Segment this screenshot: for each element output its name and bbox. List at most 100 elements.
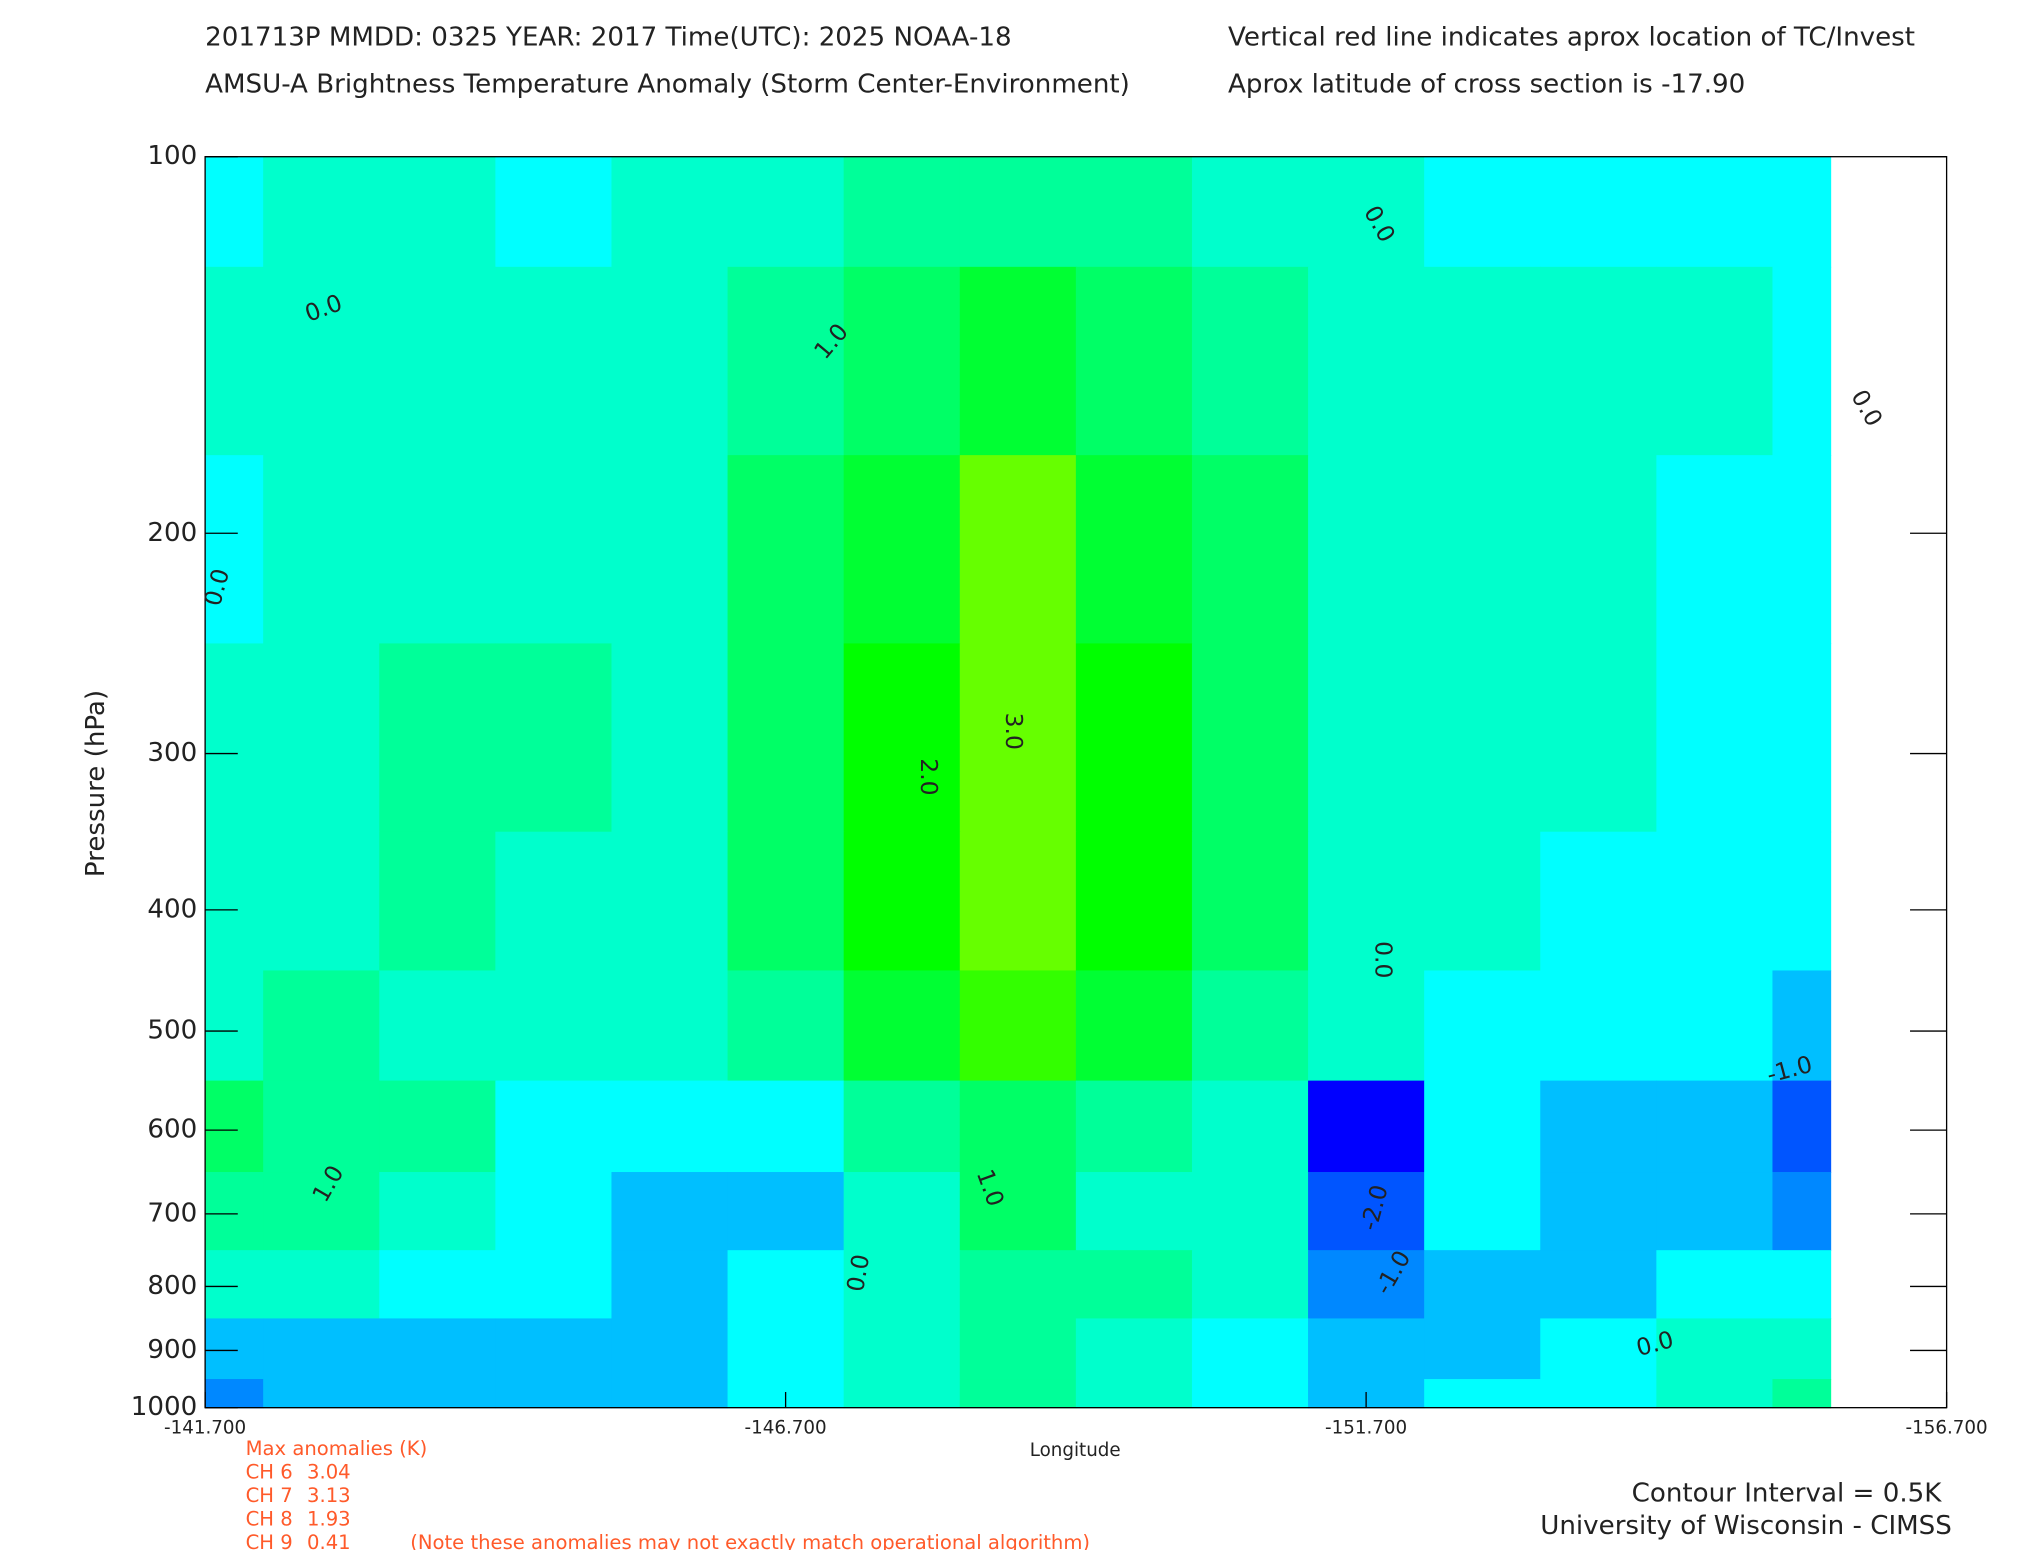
x-tick-label: -151.700	[1325, 1418, 1407, 1439]
field-cell	[1772, 1379, 1832, 1409]
field-cell	[1424, 1080, 1541, 1173]
field-cell	[263, 643, 380, 833]
field-cell	[1191, 156, 1309, 268]
field-cell	[1308, 1318, 1425, 1380]
x-tick-label: -156.700	[1906, 1418, 1988, 1439]
field-cell	[1772, 970, 1832, 1082]
field-cell	[263, 1080, 380, 1173]
channel-name: CH 7	[246, 1484, 293, 1507]
channel-value: 0.41	[307, 1531, 351, 1550]
field-cell	[379, 455, 497, 645]
title-line: 201713P MMDD: 0325 YEAR: 2017 Time(UTC):…	[205, 22, 1012, 52]
channel-name: CH 9	[246, 1531, 293, 1550]
field-cell	[205, 455, 264, 645]
field-cell	[1075, 970, 1193, 1082]
field-cell	[1075, 455, 1193, 645]
field-cell	[959, 1379, 1077, 1409]
field-cell	[1540, 156, 1658, 268]
field-cell	[727, 455, 845, 645]
y-tick-label: 1000	[131, 1392, 197, 1422]
field-cell	[1424, 1250, 1541, 1320]
field-cell	[843, 643, 961, 833]
field-cell	[495, 1172, 613, 1251]
field-cell	[843, 1250, 961, 1320]
field-cell	[379, 156, 497, 268]
field-cell	[1540, 266, 1658, 456]
field-cell	[1308, 643, 1425, 833]
field-cell	[1191, 1318, 1309, 1380]
field-cell	[495, 1080, 613, 1173]
field-cell	[1540, 1080, 1658, 1173]
y-tick-label: 300	[147, 738, 197, 768]
field-cell	[1075, 266, 1193, 456]
field-cell	[205, 266, 264, 456]
field-cell	[1191, 266, 1309, 456]
field-cell	[495, 1318, 613, 1380]
field-cell	[843, 1080, 961, 1173]
field-cell	[1772, 455, 1832, 645]
field-cell	[379, 1080, 497, 1173]
field-cell	[379, 643, 497, 833]
field-cell	[379, 266, 497, 456]
field-cell	[1540, 455, 1658, 645]
field-cell	[263, 266, 380, 456]
field-cell	[1308, 1080, 1425, 1173]
field-cell	[959, 1172, 1077, 1251]
field-cell	[1540, 1250, 1658, 1320]
field-cell	[379, 1250, 497, 1320]
field-cell	[1424, 1379, 1541, 1409]
field-cell	[1191, 831, 1309, 972]
field-cell	[1656, 1172, 1774, 1251]
field-cell	[1308, 831, 1425, 972]
channel-value: 1.93	[307, 1507, 351, 1530]
field-cell	[611, 1379, 729, 1409]
field-cell	[1075, 1379, 1193, 1409]
field-cell	[1772, 643, 1832, 833]
field-cell	[959, 1080, 1077, 1173]
contour-label: 0.0	[841, 1252, 875, 1294]
field-cell	[205, 831, 264, 972]
field-cell	[611, 831, 729, 972]
contour-label: 2.0	[915, 758, 943, 795]
field-cell	[1075, 1172, 1193, 1251]
field-cell	[611, 1250, 729, 1320]
field-cell	[1656, 455, 1774, 645]
field-cell	[959, 455, 1077, 645]
field-cell	[843, 1379, 961, 1409]
field-cell	[1656, 156, 1774, 268]
y-tick-label: 900	[147, 1335, 197, 1365]
field-cell	[1308, 970, 1425, 1082]
title-line: AMSU-A Brightness Temperature Anomaly (S…	[205, 69, 1130, 99]
y-tick-label: 200	[147, 518, 197, 548]
y-tick-label: 500	[147, 1016, 197, 1046]
field-cell	[1656, 1379, 1774, 1409]
field-cell	[959, 1318, 1077, 1380]
field-cell	[263, 1379, 380, 1409]
field-cell	[1191, 1250, 1309, 1320]
field-cell	[843, 831, 961, 972]
field-cell	[1656, 1080, 1774, 1173]
y-tick-label: 100	[147, 141, 197, 171]
field-cell	[727, 970, 845, 1082]
field-cell	[205, 1172, 264, 1251]
field-cell	[959, 266, 1077, 456]
field-cell	[1308, 156, 1425, 268]
field-cell	[727, 1318, 845, 1380]
field-cell	[727, 156, 845, 268]
field-cell	[205, 970, 264, 1082]
contour-label: 0.0	[1370, 941, 1398, 978]
field-cell	[1075, 831, 1193, 972]
field-cell	[611, 1318, 729, 1380]
field-cell	[1540, 1379, 1658, 1409]
field-cell	[843, 156, 961, 268]
field-cell	[1308, 455, 1425, 645]
field-cell	[1075, 1080, 1193, 1173]
credit: Contour Interval = 0.5K	[1632, 1478, 1943, 1508]
field	[205, 156, 1832, 1409]
field-cell	[379, 1379, 497, 1409]
channel-value: 3.13	[307, 1484, 351, 1507]
field-cell	[263, 1318, 380, 1380]
field-cell	[1540, 643, 1658, 833]
field-cell	[495, 455, 613, 645]
field-cell	[1656, 643, 1774, 833]
